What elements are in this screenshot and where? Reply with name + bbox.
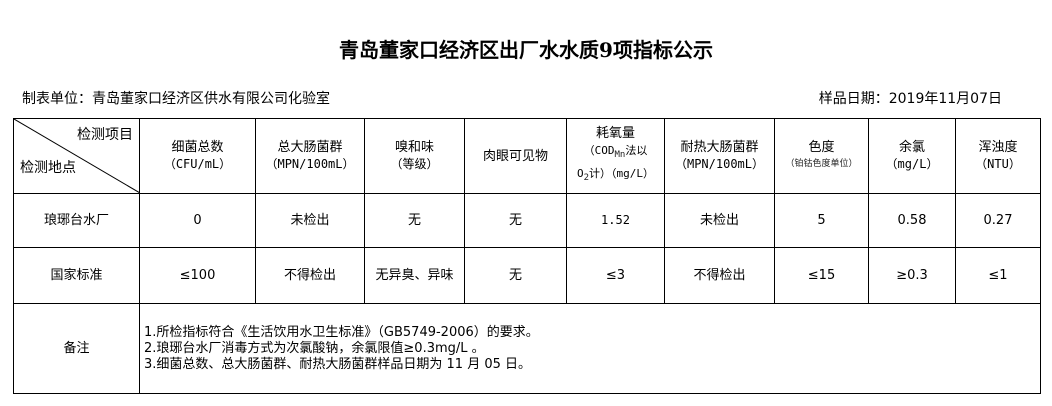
header-turbidity: 浑浊度 （NTU） [955,118,1041,194]
cell: 无 [464,247,567,304]
header-cod: 耗氧量 （CODMn法以 O2计）（mg/L） [566,118,665,194]
cell: 0.58 [868,193,956,248]
header-unit: （铂钴色度单位） [785,159,858,169]
header-name: 耐热大肠菌群 [680,140,759,155]
header-name: 耗氧量 [595,126,635,142]
page-title: 青岛董家口经济区出厂水水质9项指标公示 [339,38,713,62]
header-bacteria: 细菌总数 （CFU/mL） [139,118,256,194]
cell: ≥0.3 [868,247,956,304]
header-visible: 肉眼可见物 [464,118,567,194]
cell: 无 [364,193,465,248]
unit-part: （COD [583,144,615,158]
header-unit: （MPN/100mL） [674,157,765,171]
unit-part: 法以 [625,144,648,158]
header-name: 总大肠菌群 [277,140,343,155]
remarks-row: 备注 1.所检指标符合《生活饮用水卫生标准》（GB5749-2006）的要求。 … [13,303,1041,394]
cell: ≤1 [955,247,1041,304]
cell: 5 [774,193,869,248]
header-unit: （mg/L） [885,157,939,171]
header-unit: （NTU） [975,157,1021,171]
header-name: 嗅和味 [394,140,434,155]
header-row: 检测项目 检测地点 细菌总数 （CFU/mL） 总大肠菌群 （MPN/100mL） … [13,118,1041,194]
table-row: 琅琊台水厂 0 未检出 无 无 1.52 未检出 5 0.58 0.27 [13,193,1041,248]
header-name: 肉眼可见物 [482,148,548,164]
header-name: 色度 [808,140,835,155]
diagonal-line [14,119,140,193]
unit-sub: 2 [583,172,590,183]
unit-sub: Mn [614,150,626,161]
remark-line: 3.细菌总数、总大肠菌群、耐热大肠菌群样品日期为 11 月 05 日。 [144,356,532,372]
cell: 无异臭、异味 [364,247,465,304]
cell: 0.27 [955,193,1041,248]
corner-top-label: 检测项目 [77,127,133,143]
header-unit: （等级） [390,157,439,171]
header-name: 细菌总数 [171,140,224,155]
header-coliform: 总大肠菌群 （MPN/100mL） [255,118,365,194]
row-label: 国家标准 [13,247,140,304]
remark-line: 2.琅琊台水厂消毒方式为次氯酸钠，余氯限值≥0.3mg/L 。 [144,340,485,356]
corner-bottom-label: 检测地点 [20,160,76,176]
cell: 未检出 [664,193,775,248]
issuing-unit: 制表单位：青岛董家口经济区供水有限公司化验室 [22,91,330,107]
cell: 0 [139,193,256,248]
header-chlorine: 余氯 （mg/L） [868,118,956,194]
cell: 1.52 [566,193,665,248]
header-name: 浑浊度 [978,140,1018,155]
water-quality-table: 检测项目 检测地点 细菌总数 （CFU/mL） 总大肠菌群 （MPN/100mL） … [13,118,1041,394]
remarks-content: 1.所检指标符合《生活饮用水卫生标准》（GB5749-2006）的要求。 2.琅… [139,303,1041,394]
cell: 未检出 [255,193,365,248]
table-row: 国家标准 ≤100 不得检出 无异臭、异味 无 ≤3 不得检出 ≤15 ≥0.3… [13,247,1041,304]
cell: ≤100 [139,247,256,304]
cell: 无 [464,193,567,248]
unit-part: O [576,166,584,180]
sample-date: 样品日期：2019年11月07日 [818,91,1002,107]
header-color: 色度 （铂钴色度单位） [774,118,869,194]
row-label: 琅琊台水厂 [13,193,140,248]
cell: ≤3 [566,247,665,304]
header-name: 余氯 [898,140,925,155]
remark-line: 1.所检指标符合《生活饮用水卫生标准》（GB5749-2006）的要求。 [144,324,539,340]
cell: 不得检出 [664,247,775,304]
header-unit: （CFU/mL） [163,157,232,171]
header-odor: 嗅和味 （等级） [364,118,465,194]
cell: 不得检出 [255,247,365,304]
corner-header: 检测项目 检测地点 [13,118,140,194]
header-unit: （CODMn法以 O2计）（mg/L） [567,142,664,186]
unit-part: 计）（mg/L） [589,166,655,180]
header-thermo-coliform: 耐热大肠菌群 （MPN/100mL） [664,118,775,194]
remarks-label: 备注 [13,303,140,394]
header-unit: （MPN/100mL） [265,157,355,171]
cell: ≤15 [774,247,869,304]
